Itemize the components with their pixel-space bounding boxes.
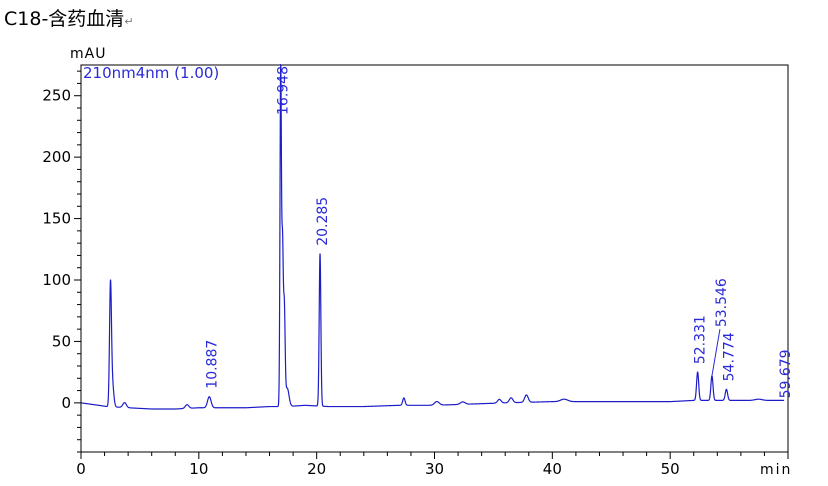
x-tick-label: 10 xyxy=(189,460,208,478)
y-tick-label: 0 xyxy=(61,394,71,412)
y-tick-label: 50 xyxy=(52,332,71,350)
figure-title: C18-含药血清↵ xyxy=(4,4,134,31)
plot-frame xyxy=(80,64,789,453)
peak-label: 53.546 xyxy=(714,278,730,327)
peak-label: 52.331 xyxy=(693,315,709,364)
y-tick-label: 250 xyxy=(42,87,71,105)
peak-label: 10.887 xyxy=(204,340,220,389)
channel-label: 210nm4nm (1.00) xyxy=(83,64,219,82)
axis-group: 0 50 100 150 200 250 0 10 20 30 40 50 mAU min xyxy=(42,46,792,478)
peak-label: 54.774 xyxy=(721,332,737,381)
x-tick-label: 40 xyxy=(543,460,562,478)
peak-label: 59.679 xyxy=(778,349,794,398)
y-tick-label: 200 xyxy=(42,148,71,166)
y-axis-title: mAU xyxy=(70,46,106,62)
x-tick-label: 30 xyxy=(425,460,444,478)
x-tick-label: 50 xyxy=(661,460,680,478)
x-axis-title: min xyxy=(760,462,792,478)
x-tick-label: 0 xyxy=(76,460,86,478)
peak-label: 20.285 xyxy=(315,197,331,246)
y-tick-label: 100 xyxy=(42,271,71,289)
x-tick-label: 20 xyxy=(307,460,326,478)
y-tick-label: 150 xyxy=(42,210,71,228)
peak-label-leader xyxy=(711,329,721,376)
trace-group xyxy=(81,64,785,410)
peak-label-group: 210nm4nm (1.00) 10.887 16.948 20.285 52.331 5… xyxy=(83,64,794,398)
chromatogram-trace xyxy=(81,64,785,410)
peak-label: 16.948 xyxy=(276,66,292,115)
figure-title-text: C18-含药血清 xyxy=(4,8,125,30)
return-mark-icon: ↵ xyxy=(124,15,134,28)
